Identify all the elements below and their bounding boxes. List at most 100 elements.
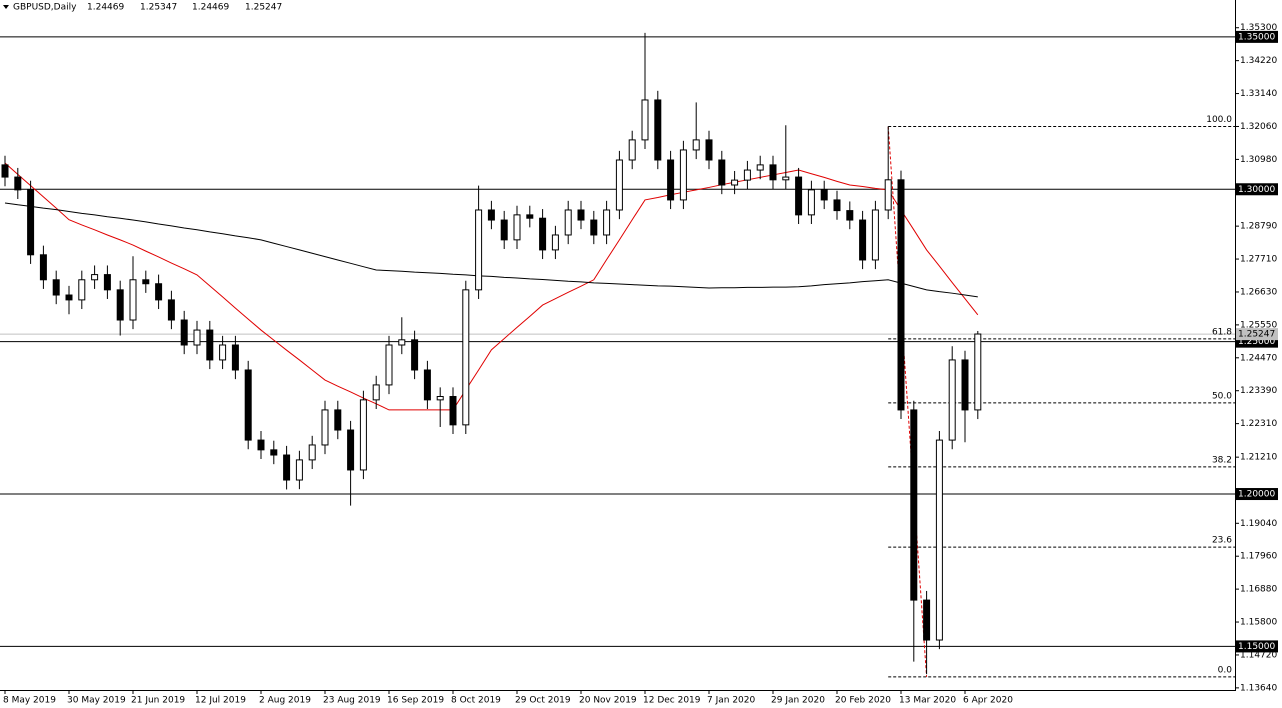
bid-box	[1236, 328, 1278, 341]
x-tick-label: 2 Aug 2019	[259, 696, 311, 706]
candle-body	[731, 179, 739, 186]
candle-body	[846, 210, 854, 221]
x-tick-label: 12 Dec 2019	[643, 696, 701, 706]
candle-body	[91, 274, 99, 281]
header-price: 1.24469	[87, 3, 124, 13]
candle-body	[756, 164, 764, 171]
candle-body	[39, 254, 47, 281]
candle-body	[449, 396, 457, 426]
candle-body	[462, 289, 470, 426]
candle-body	[423, 369, 431, 401]
candle-body	[871, 209, 879, 261]
y-tick-label: 1.25550	[1240, 320, 1277, 330]
candle-body	[526, 214, 534, 219]
candle-body	[52, 279, 60, 296]
x-tick-label: 20 Feb 2020	[835, 696, 891, 706]
candle-body	[257, 439, 265, 451]
x-tick-label: 8 Oct 2019	[451, 696, 501, 706]
x-tick-label: 12 Jul 2019	[195, 696, 246, 706]
candle-body	[539, 217, 547, 251]
x-tick-label: 16 Sep 2019	[387, 696, 444, 706]
candle-body	[487, 209, 495, 221]
fib-label: 61.8	[1212, 327, 1232, 337]
level-label: 1.25000	[1238, 337, 1275, 347]
fib-label: 100.0	[1206, 115, 1232, 125]
y-tick-label: 1.14720	[1240, 650, 1277, 660]
candle-body	[295, 459, 303, 481]
candle-body	[961, 359, 969, 411]
candle-body	[859, 219, 867, 261]
candle-body	[155, 283, 163, 301]
y-tick-label: 1.23390	[1240, 386, 1277, 396]
candle-body	[679, 149, 687, 201]
candle-body	[475, 209, 483, 291]
candle-body	[219, 344, 227, 361]
chart-title: GBPUSD,Daily	[13, 3, 77, 13]
y-tick-label: 1.32060	[1240, 122, 1277, 132]
candle-body	[334, 409, 342, 431]
candle-body	[769, 164, 777, 181]
candle-body	[654, 99, 662, 161]
candle-body	[743, 169, 751, 181]
y-tick-label: 1.30980	[1240, 155, 1277, 165]
y-tick-label: 1.34220	[1240, 56, 1277, 66]
fib-trend	[887, 126, 928, 677]
bid-label: 1.25247	[1238, 330, 1275, 340]
candle-body	[193, 329, 201, 346]
y-tick-label: 1.19040	[1240, 519, 1277, 529]
candle-body	[923, 599, 931, 641]
candle-body	[500, 219, 508, 241]
level-box	[1236, 30, 1278, 43]
header-price: 1.24469	[192, 3, 229, 13]
x-tick-label: 8 May 2019	[3, 696, 56, 706]
y-tick-label: 1.24470	[1240, 353, 1277, 363]
moving-average	[4, 202, 978, 298]
candle-body	[807, 189, 815, 216]
candle-body	[411, 339, 419, 371]
y-tick-label: 1.13640	[1240, 683, 1277, 693]
level-box	[1236, 488, 1278, 501]
candle-body	[1, 164, 9, 178]
candle-body	[590, 219, 598, 236]
candle-body	[628, 139, 636, 161]
x-tick-label: 7 Jan 2020	[707, 696, 755, 706]
y-tick-label: 1.15800	[1240, 618, 1277, 628]
fib-label: 0.0	[1218, 665, 1233, 675]
x-tick-label: 30 May 2019	[67, 696, 126, 706]
candle-body	[372, 384, 380, 401]
y-tick-label: 1.22310	[1240, 419, 1277, 429]
candle-body	[603, 209, 611, 236]
candle-body	[718, 159, 726, 186]
header-price: 1.25347	[140, 3, 177, 13]
candle-body	[385, 344, 393, 386]
candle-body	[436, 396, 444, 401]
x-tick-label: 21 Jun 2019	[131, 696, 185, 706]
x-tick-label: 23 Aug 2019	[323, 696, 381, 706]
candle-body	[129, 279, 137, 321]
x-tick-label: 6 Apr 2020	[963, 696, 1013, 706]
y-tick-label: 1.27710	[1240, 255, 1277, 265]
moving-average	[4, 162, 979, 411]
level-box	[1236, 640, 1278, 653]
level-label: 1.35000	[1238, 32, 1275, 42]
candle-body	[910, 409, 918, 601]
candle-body	[283, 454, 291, 481]
level-box	[1236, 183, 1278, 196]
candle-body	[833, 199, 841, 212]
candle-body	[244, 369, 252, 441]
candle-body	[641, 99, 649, 141]
candle-body	[884, 179, 892, 211]
x-tick-label: 13 Mar 2020	[899, 696, 956, 706]
y-tick-label: 1.33140	[1240, 89, 1277, 99]
x-tick-label: 29 Oct 2019	[515, 696, 571, 706]
y-tick-label: 1.16880	[1240, 585, 1277, 595]
candle-body	[103, 274, 111, 291]
candle-body	[206, 329, 214, 361]
candle-body	[551, 234, 559, 251]
candle-body	[692, 139, 700, 151]
candle-body	[347, 429, 355, 471]
candle-body	[564, 209, 572, 236]
x-tick-label: 20 Nov 2019	[579, 696, 637, 706]
